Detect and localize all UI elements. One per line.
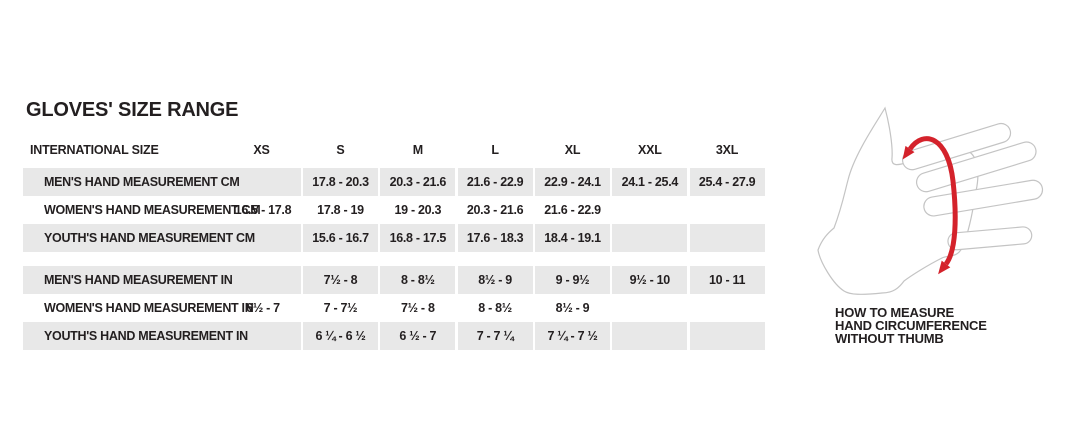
hand-measurement-illustration: [800, 95, 1050, 305]
cell-m: 6 ½ - 7: [380, 322, 456, 350]
cell-l: 21.6 - 22.9: [457, 168, 533, 196]
row-label: MEN'S HAND MEASUREMENT CM: [23, 168, 301, 196]
cell-xxl: [612, 224, 688, 252]
column-header-xxl: XXL: [637, 143, 662, 157]
cell-m: 19 - 20.3: [394, 203, 442, 217]
measure-caption: HOW TO MEASURE HAND CIRCUMFERENCE WITHOU…: [835, 305, 987, 346]
table-row: WOMEN'S HAND MEASUREMENT CM 16.5 - 17.8 17…: [23, 196, 765, 224]
middle-finger-outline: [915, 141, 1037, 193]
caption-line-3: WITHOUT THUMB: [835, 330, 944, 346]
cell-xxl: 24.1 - 25.4: [612, 168, 688, 196]
cell-xl: 22.9 - 24.1: [535, 168, 610, 196]
caption-line-1: HOW TO MEASURE: [835, 305, 955, 320]
cell-l: 8½ - 9: [457, 266, 533, 294]
column-header-3xl: 3XL: [715, 143, 739, 157]
column-header-m: M: [412, 143, 423, 157]
column-header-l: L: [491, 143, 499, 157]
cell-l: 20.3 - 21.6: [466, 203, 524, 217]
international-size-label: INTERNATIONAL SIZE: [30, 143, 159, 157]
column-header-xs: XS: [253, 143, 270, 157]
measure-arrow-head-top: [902, 145, 915, 160]
cell-m: 7½ - 8: [400, 301, 435, 315]
table-row: WOMEN'S HAND MEASUREMENT IN 6½ - 7 7 - 7½ 7…: [23, 294, 765, 322]
hand-outline-drawing: [817, 106, 1044, 295]
measure-arrow-curve: [907, 136, 958, 266]
cell-m: 16.8 - 17.5: [380, 224, 456, 252]
pinky-finger-outline: [947, 226, 1033, 251]
row-label: WOMEN'S HAND MEASUREMENT IN: [44, 301, 254, 315]
cell-m: 8 - 8½: [380, 266, 456, 294]
measure-arrow-head-bottom: [938, 260, 951, 275]
cell-l: 7 - 7 ¼: [457, 322, 533, 350]
cell-l: 17.6 - 18.3: [457, 224, 533, 252]
cell-xl: 7 ¼ - 7 ½: [535, 322, 610, 350]
row-label: YOUTH'S HAND MEASUREMENT CM: [23, 224, 301, 252]
cell-s: 15.6 - 16.7: [303, 224, 378, 252]
cell-l: 8 - 8½: [478, 301, 512, 315]
cell-xl: 18.4 - 19.1: [535, 224, 610, 252]
cell-s: 7½ - 8: [303, 266, 378, 294]
cell-3xl: [689, 224, 765, 252]
cell-xs: 6½ - 7: [246, 301, 280, 315]
row-label: MEN'S HAND MEASUREMENT IN: [23, 266, 301, 294]
row-label: WOMEN'S HAND MEASUREMENT CM: [44, 203, 261, 217]
cell-xxl: 9½ - 10: [612, 266, 688, 294]
cell-xl: 21.6 - 22.9: [544, 203, 601, 217]
index-finger-outline: [901, 122, 1012, 171]
cell-s: 17.8 - 20.3: [303, 168, 378, 196]
table-row: MEN'S HAND MEASUREMENT CM 17.8 - 20.3 20.3…: [23, 168, 765, 196]
cell-xs: 16.5 - 17.8: [234, 203, 292, 217]
cell-m: 20.3 - 21.6: [380, 168, 456, 196]
cell-xl: 9 - 9½: [535, 266, 610, 294]
column-header-s: S: [336, 143, 345, 157]
cell-xxl: [612, 322, 688, 350]
page-title: GLOVES' SIZE RANGE: [26, 99, 239, 121]
caption-line-2: HAND CIRCUMFERENCE: [835, 317, 987, 333]
cell-3xl: 10 - 11: [689, 266, 765, 294]
cell-3xl: [689, 322, 765, 350]
table-header-row: INTERNATIONAL SIZE XS S M L XL XXL 3XL: [23, 141, 765, 159]
cell-xl: 8½ - 9: [555, 301, 590, 315]
cell-3xl: 25.4 - 27.9: [689, 168, 765, 196]
row-label: YOUTH'S HAND MEASUREMENT IN: [23, 322, 301, 350]
column-header-xl: XL: [564, 143, 581, 157]
table-row: YOUTH'S HAND MEASUREMENT CM 15.6 - 16.7 16…: [23, 224, 765, 252]
cell-s: 6 ¼ - 6 ½: [303, 322, 378, 350]
cell-s: 17.8 - 19: [317, 203, 364, 217]
cell-s: 7 - 7½: [323, 301, 358, 315]
